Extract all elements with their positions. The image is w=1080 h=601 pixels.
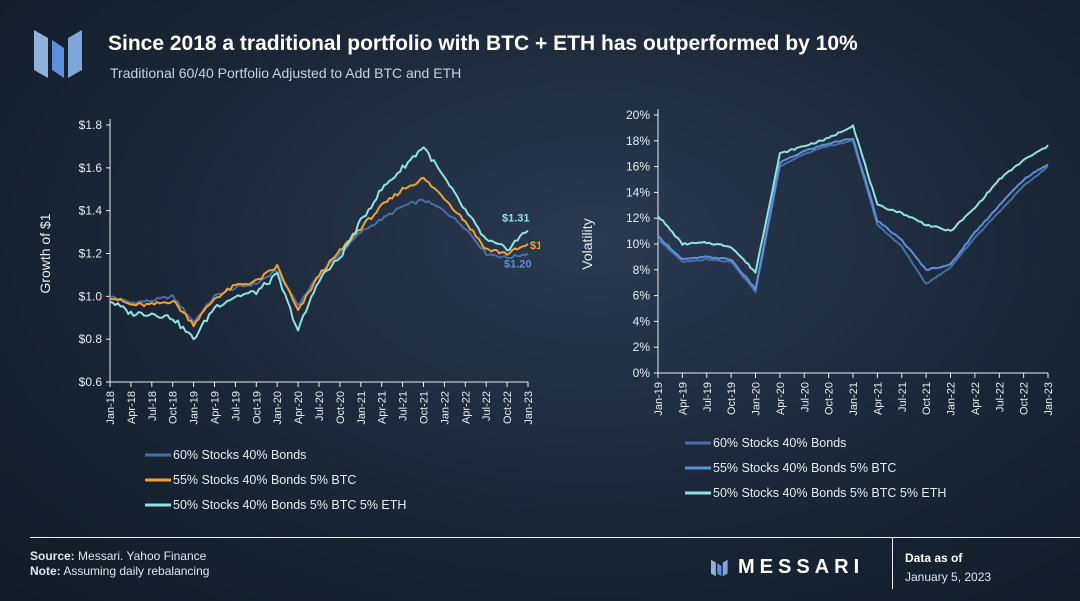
note-label: Note: bbox=[30, 564, 61, 578]
end-value-label: $1.20 bbox=[504, 258, 532, 270]
y-tick-label: 0% bbox=[633, 366, 651, 380]
y-axis-label: Growth of $1 bbox=[37, 213, 53, 293]
x-tick-label: Apr-20 bbox=[775, 382, 787, 415]
x-tick-label: Jul-19 bbox=[702, 382, 714, 412]
y-tick-label: 20% bbox=[626, 108, 650, 122]
series-line-1 bbox=[109, 198, 529, 324]
x-tick-label: Oct-18 bbox=[168, 391, 180, 424]
x-tick-label: Oct-22 bbox=[502, 391, 514, 424]
x-tick-label: Apr-21 bbox=[377, 391, 389, 424]
y-tick-label: 4% bbox=[633, 314, 651, 328]
legend-label: 55% Stocks 40% Bonds 5% BTC bbox=[173, 473, 356, 487]
y-tick-label: 14% bbox=[626, 185, 650, 199]
y-tick-label: 12% bbox=[626, 211, 650, 225]
x-tick-label: Oct-21 bbox=[419, 391, 431, 424]
y-tick-label: 18% bbox=[626, 134, 650, 148]
end-value-label: $1.31 bbox=[502, 212, 530, 224]
source-label: Source: bbox=[30, 549, 75, 563]
x-tick-label: Oct-22 bbox=[1019, 382, 1031, 415]
x-tick-label: Jul-20 bbox=[314, 391, 326, 421]
x-tick-label: Jan-18 bbox=[105, 391, 117, 425]
x-tick-label: Oct-20 bbox=[824, 382, 836, 415]
y-tick-label: 8% bbox=[633, 263, 651, 277]
series-line-2 bbox=[109, 176, 529, 328]
y-axis-label: Volatility bbox=[579, 218, 595, 269]
brand: MESSARI bbox=[710, 556, 864, 579]
growth-chart: $0.6 $0.8 $1.0 $1.2 $1.4 $1.6 $1.8 Jan-18 Apr-18… bbox=[37, 118, 540, 512]
x-tick-label: Jan-22 bbox=[439, 391, 451, 425]
footer-divider bbox=[30, 537, 1080, 538]
x-tick-label: Apr-18 bbox=[126, 391, 138, 424]
y-tick-label: $0.6 bbox=[79, 375, 103, 389]
x-tick-label: Oct-20 bbox=[335, 391, 347, 424]
y-tick-label: 16% bbox=[626, 160, 650, 174]
note-text: Assuming daily rebalancing bbox=[60, 564, 210, 578]
data-as-of: Data as of January 5, 2023 bbox=[905, 549, 991, 587]
messari-logo-icon bbox=[34, 30, 82, 78]
legend-label: 60% Stocks 40% Bonds bbox=[713, 436, 846, 450]
source-text: Messari. Yahoo Finance bbox=[74, 549, 207, 563]
x-tick-label: Apr-19 bbox=[210, 391, 222, 424]
legend-label: 50% Stocks 40% Bonds 5% BTC 5% ETH bbox=[173, 498, 406, 512]
x-tick-label: Jan-23 bbox=[1043, 382, 1055, 416]
x-tick-label: Jan-22 bbox=[946, 382, 958, 416]
x-tick-label: Oct-19 bbox=[251, 391, 263, 424]
y-tick-label: 2% bbox=[633, 340, 651, 354]
source-note: Source: Messari. Yahoo Finance Note: Ass… bbox=[30, 549, 209, 579]
page-title: Since 2018 a traditional portfolio with … bbox=[108, 32, 858, 55]
series-line-3 bbox=[109, 146, 529, 341]
x-tick-label: Jan-20 bbox=[751, 382, 763, 416]
x-tick-label: Jan-21 bbox=[848, 382, 860, 416]
x-tick-label: Apr-22 bbox=[970, 382, 982, 415]
y-tick-label: $1.8 bbox=[79, 118, 103, 132]
x-tick-label: Apr-20 bbox=[293, 391, 305, 424]
x-tick-label: Jan-19 bbox=[189, 391, 201, 425]
y-tick-label: 10% bbox=[626, 237, 650, 251]
page-subtitle: Traditional 60/40 Portfolio Adjusted to … bbox=[110, 65, 462, 81]
messari-mark-icon bbox=[711, 559, 728, 576]
series-line-3 bbox=[657, 124, 1049, 274]
x-tick-label: Jul-18 bbox=[147, 391, 159, 421]
x-tick-label: Jan-21 bbox=[356, 391, 368, 425]
x-tick-label: Oct-21 bbox=[921, 382, 933, 415]
y-tick-label: $1.6 bbox=[79, 161, 103, 175]
x-tick-label: Jul-22 bbox=[481, 391, 493, 421]
end-value-label: $1.24 bbox=[530, 240, 540, 252]
x-tick-label: Apr-21 bbox=[872, 382, 884, 415]
x-tick-label: Oct-19 bbox=[726, 382, 738, 415]
x-tick-label: Jan-19 bbox=[653, 382, 665, 416]
x-tick-label: Jan-23 bbox=[523, 391, 535, 425]
y-tick-label: $0.8 bbox=[79, 332, 103, 346]
x-tick-label: Jan-20 bbox=[272, 391, 284, 425]
brand-name: MESSARI bbox=[738, 556, 865, 578]
volatility-chart: 0% 2% 4% 6% 8% 10% 12% 14% 16% 18% 20% Jan-19 Apr-19… bbox=[579, 108, 1055, 500]
legend-label: 60% Stocks 40% Bonds bbox=[173, 448, 306, 462]
footer-vertical-divider bbox=[892, 537, 893, 589]
x-tick-label: Jul-22 bbox=[994, 382, 1006, 412]
y-tick-label: $1.2 bbox=[79, 247, 103, 261]
x-tick-label: Apr-22 bbox=[460, 391, 472, 424]
y-tick-label: $1.0 bbox=[79, 289, 103, 303]
y-tick-label: 6% bbox=[633, 289, 651, 303]
asof-label: Data as of bbox=[905, 551, 963, 565]
asof-date: January 5, 2023 bbox=[905, 570, 992, 584]
legend-label: 50% Stocks 40% Bonds 5% BTC 5% ETH bbox=[713, 486, 946, 500]
x-tick-label: Jul-21 bbox=[897, 382, 909, 412]
x-tick-label: Apr-19 bbox=[677, 382, 689, 415]
x-tick-label: Jul-19 bbox=[230, 391, 242, 421]
legend-label: 55% Stocks 40% Bonds 5% BTC bbox=[713, 461, 896, 475]
x-tick-label: Jul-21 bbox=[398, 391, 410, 421]
x-tick-label: Jul-20 bbox=[799, 382, 811, 412]
y-tick-label: $1.4 bbox=[79, 204, 103, 218]
series-line-2 bbox=[657, 137, 1049, 291]
